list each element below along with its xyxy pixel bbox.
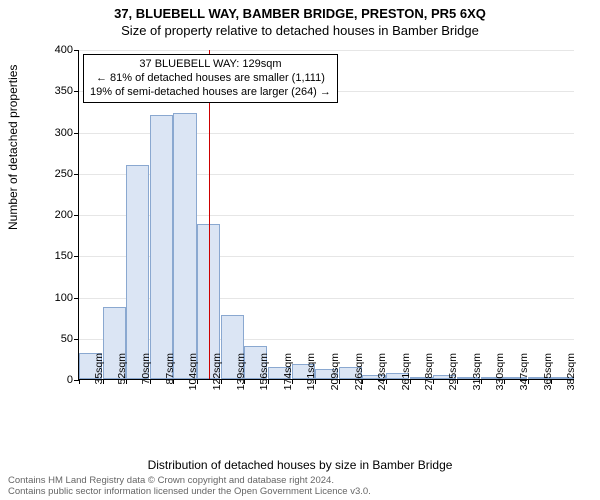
ytick-label: 350 — [55, 85, 79, 97]
histogram-bar — [126, 165, 149, 380]
histogram-bar — [173, 113, 196, 379]
y-axis-label: Number of detached properties — [6, 65, 20, 230]
x-axis-label: Distribution of detached houses by size … — [0, 458, 600, 472]
xtick-mark — [386, 379, 387, 384]
xtick-label: 382sqm — [557, 353, 577, 405]
annotation-box: 37 BLUEBELL WAY: 129sqm ← 81% of detache… — [83, 54, 338, 103]
ytick-label: 0 — [67, 374, 79, 386]
xtick-mark — [103, 379, 104, 384]
xtick-mark — [481, 379, 482, 384]
ytick-label: 200 — [55, 209, 79, 221]
ytick-label: 100 — [55, 292, 79, 304]
xtick-mark — [504, 379, 505, 384]
xtick-mark — [551, 379, 552, 384]
xtick-mark — [410, 379, 411, 384]
histogram-plot: 05010015020025030035040035sqm52sqm70sqm8… — [78, 50, 574, 380]
footer-line-2: Contains public sector information licen… — [8, 487, 371, 498]
xtick-mark — [79, 379, 80, 384]
page-title-address: 37, BLUEBELL WAY, BAMBER BRIDGE, PRESTON… — [0, 0, 600, 21]
xtick-mark — [173, 379, 174, 384]
histogram-bar — [150, 115, 173, 379]
chart-container: 05010015020025030035040035sqm52sqm70sqm8… — [50, 44, 580, 434]
annotation-line-3: 19% of semi-detached houses are larger (… — [90, 86, 331, 100]
xtick-mark — [268, 379, 269, 384]
xtick-mark — [315, 379, 316, 384]
xtick-mark — [126, 379, 127, 384]
ytick-label: 400 — [55, 44, 79, 56]
xtick-mark — [150, 379, 151, 384]
xtick-mark — [339, 379, 340, 384]
ytick-label: 250 — [55, 168, 79, 180]
xtick-mark — [292, 379, 293, 384]
ytick-label: 150 — [55, 250, 79, 262]
ytick-label: 50 — [61, 333, 79, 345]
xtick-mark — [433, 379, 434, 384]
xtick-mark — [362, 379, 363, 384]
annotation-line-1: 37 BLUEBELL WAY: 129sqm — [90, 58, 331, 72]
xtick-mark — [221, 379, 222, 384]
xtick-mark — [197, 379, 198, 384]
gridline — [79, 50, 574, 51]
xtick-mark — [528, 379, 529, 384]
annotation-line-2: ← 81% of detached houses are smaller (1,… — [90, 72, 331, 86]
page-title-subtitle: Size of property relative to detached ho… — [0, 21, 600, 38]
xtick-mark — [244, 379, 245, 384]
ytick-label: 300 — [55, 127, 79, 139]
footer-attribution: Contains HM Land Registry data © Crown c… — [8, 476, 371, 498]
xtick-mark — [457, 379, 458, 384]
